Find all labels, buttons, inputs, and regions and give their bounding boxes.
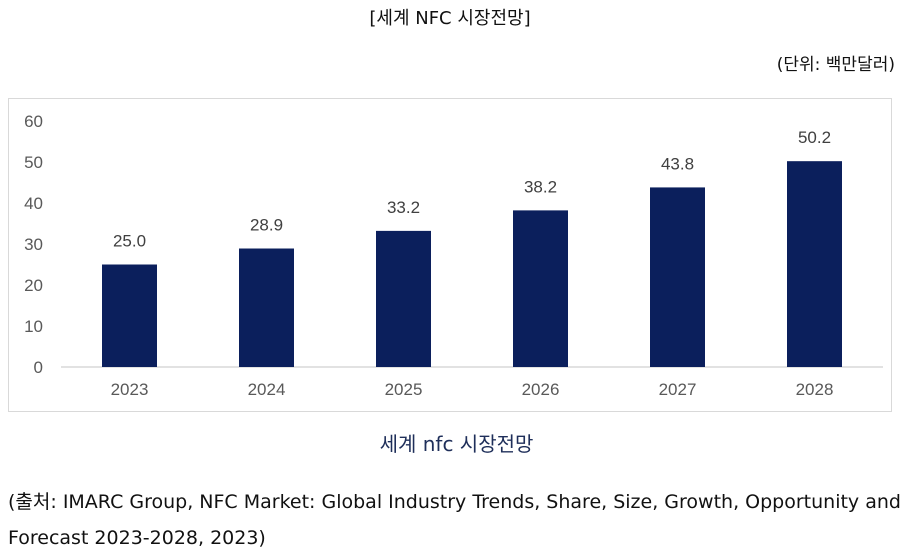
data-label: 25.0 (113, 232, 146, 251)
data-label: 33.2 (387, 198, 420, 217)
y-tick-label: 50 (24, 153, 43, 172)
data-label: 38.2 (524, 177, 557, 196)
x-tick-label: 2028 (796, 380, 834, 399)
data-label: 28.9 (250, 216, 283, 235)
x-tick-label: 2027 (659, 380, 697, 399)
x-tick-label: 2024 (248, 380, 286, 399)
y-tick-label: 10 (24, 317, 43, 336)
data-label: 43.8 (661, 154, 694, 173)
y-tick-label: 60 (24, 112, 43, 131)
bar (239, 248, 294, 367)
x-tick-label: 2023 (111, 380, 149, 399)
x-tick-label: 2025 (385, 380, 423, 399)
bar (376, 230, 431, 367)
chart-frame: 0 10 20 30 40 50 60 25.0 2023 28.9 2024 33.2 2025 38.… (8, 98, 892, 412)
y-tick-label: 20 (24, 276, 43, 295)
y-tick-label: 40 (24, 194, 43, 213)
x-tick-label: 2026 (522, 380, 560, 399)
bar (650, 187, 705, 367)
bar (787, 161, 842, 367)
bar (102, 264, 157, 367)
unit-note: (단위: 백만달러) (776, 55, 895, 75)
y-tick-label: 0 (34, 358, 43, 377)
data-label: 50.2 (798, 128, 831, 147)
bar-chart: 0 10 20 30 40 50 60 25.0 2023 28.9 2024 33.2 2025 38.… (24, 112, 883, 399)
chart-caption: 세계 nfc 시장전망 (379, 432, 534, 456)
bar (513, 210, 568, 367)
source-note: (출처: IMARC Group, NFC Market: Global Ind… (8, 491, 901, 549)
y-tick-label: 30 (24, 235, 43, 254)
page-title: [세계 NFC 시장전망] (369, 8, 531, 29)
